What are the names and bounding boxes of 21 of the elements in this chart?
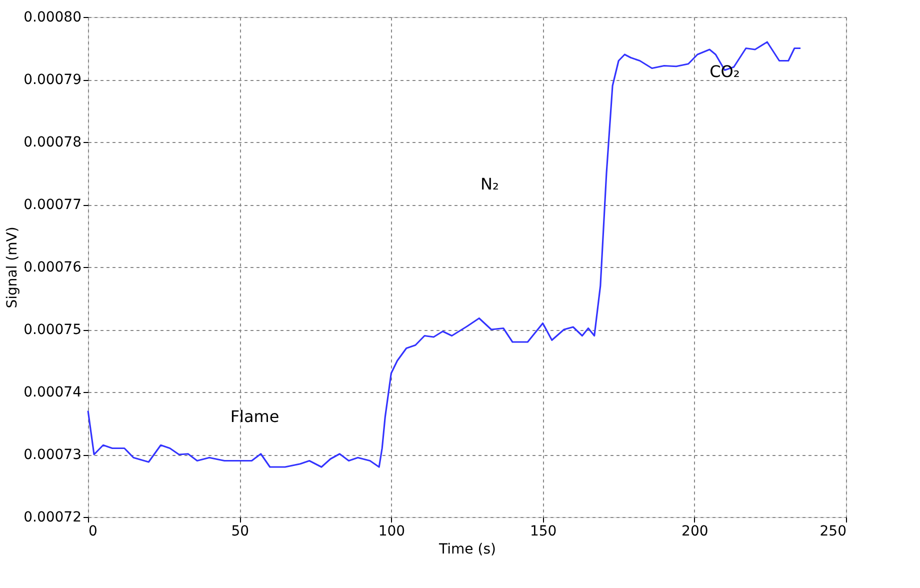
y-tick-label: 0.00080	[24, 10, 82, 26]
annotation: N₂	[480, 174, 499, 194]
y-tick-label: 0.00074	[24, 384, 82, 400]
y-tick-label: 0.00078	[24, 134, 82, 150]
y-axis-title: Signal (mV)	[4, 226, 21, 308]
x-tick-label: 250	[820, 524, 846, 540]
y-tick-label: 0.00072	[24, 510, 82, 526]
y-tick-label: 0.00075	[24, 322, 82, 338]
x-tick-label: 100	[378, 524, 406, 540]
y-tick-label: 0.00073	[24, 447, 82, 463]
x-tick-label: 50	[231, 524, 250, 540]
annotation: Flame	[230, 407, 280, 426]
x-tick-label: 150	[530, 524, 557, 540]
x-tick-label: 0	[88, 524, 98, 540]
y-tick-label: 0.00079	[24, 72, 82, 88]
x-tick-label: 200	[682, 524, 708, 540]
y-tick-label: 0.00076	[24, 260, 82, 276]
annotation: CO₂	[710, 62, 740, 81]
x-axis-title: Time (s)	[438, 542, 496, 558]
y-tick-label: 0.00077	[24, 197, 82, 213]
line-series	[87, 41, 802, 468]
